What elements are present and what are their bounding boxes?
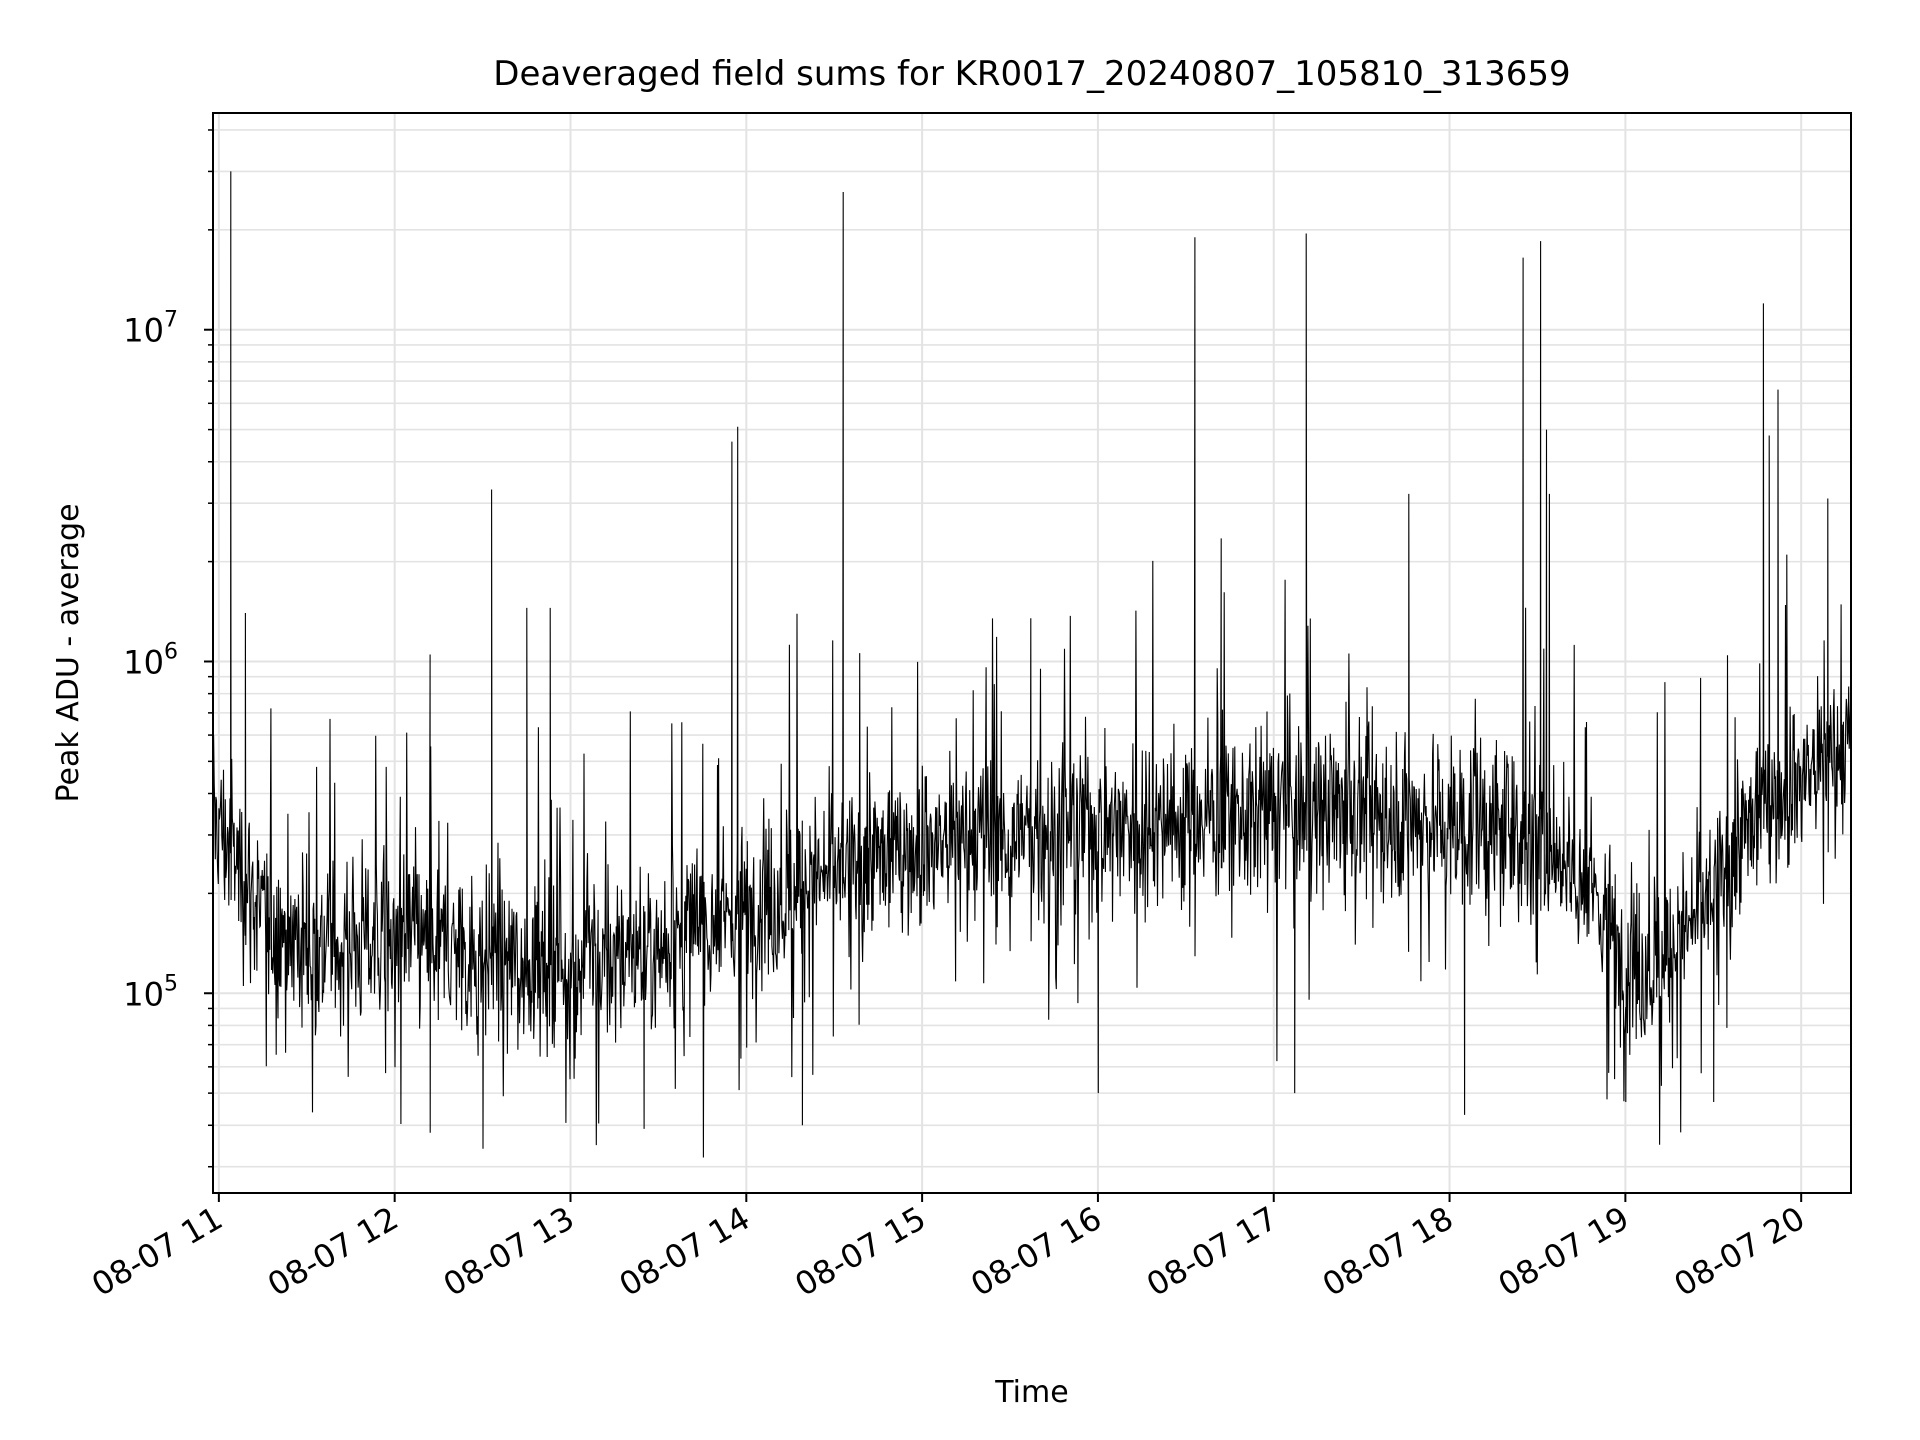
y-tick-label-base: 10	[123, 643, 164, 681]
y-tick-label-exponent: 5	[164, 971, 178, 996]
chart-title: Deaveraged field sums for KR0017_2024080…	[493, 54, 1570, 94]
y-tick-label: 105	[123, 971, 178, 1013]
y-tick-label: 106	[123, 639, 178, 681]
series-line	[212, 171, 1852, 1158]
y-axis-label: Peak ADU - average	[51, 503, 86, 802]
y-tick-label-exponent: 7	[164, 308, 178, 333]
y-tick-label-exponent: 6	[164, 639, 178, 664]
y-tick-label: 107	[123, 308, 178, 350]
y-tick-label-base: 10	[123, 312, 164, 350]
x-axis-label: Time	[994, 1375, 1068, 1410]
y-tick-label-base: 10	[123, 975, 164, 1013]
data-series	[212, 171, 1852, 1158]
plot-frame	[212, 112, 1852, 1194]
